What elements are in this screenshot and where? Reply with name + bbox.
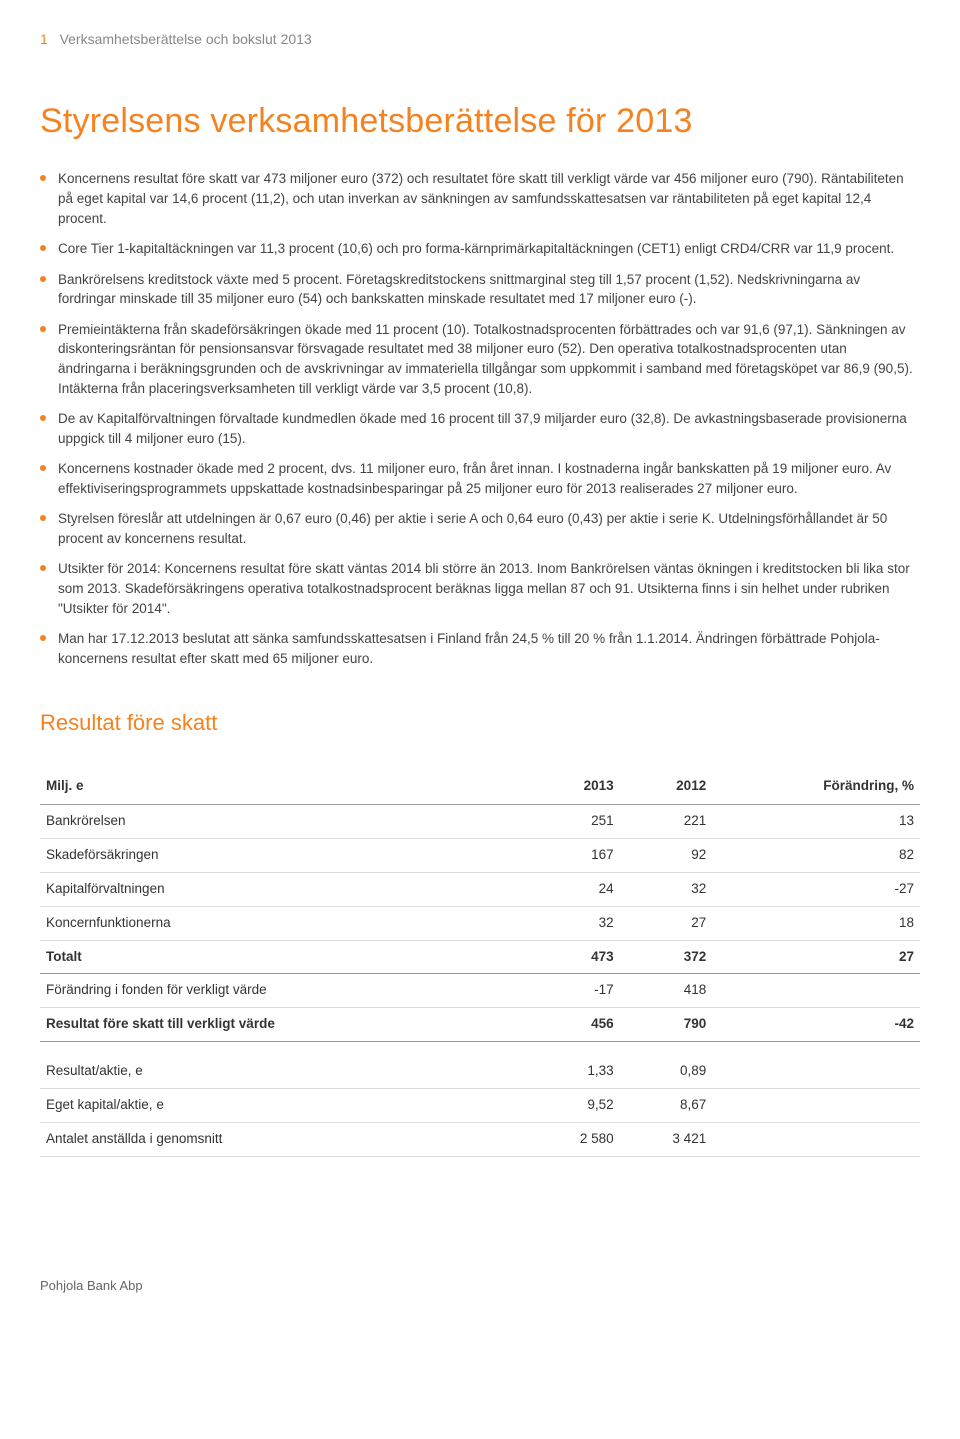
table-cell: 251 [527,804,620,838]
col-change: Förändring, % [712,769,920,804]
table-cell: Förändring i fonden för verkligt värde [40,974,527,1008]
table-cell: 27 [712,940,920,974]
table-cell: Koncernfunktionerna [40,906,527,940]
bullet-item: Styrelsen föreslår att utdelningen är 0,… [40,509,920,548]
footer-text: Pohjola Bank Abp [40,1277,920,1295]
page-number: 1 [40,30,48,50]
table-cell: 3 421 [620,1123,713,1157]
table-cell [712,1042,920,1089]
col-label: Milj. e [40,769,527,804]
col-2013: 2013 [527,769,620,804]
table-cell: 790 [620,1008,713,1042]
table-cell [712,1089,920,1123]
table-cell: 24 [527,872,620,906]
table-cell: 221 [620,804,713,838]
table-cell: 1,33 [527,1042,620,1089]
bullet-item: De av Kapitalförvaltningen förvaltade ku… [40,409,920,448]
table-cell: Eget kapital/aktie, e [40,1089,527,1123]
table-cell: Totalt [40,940,527,974]
results-table: Milj. e 2013 2012 Förändring, % Bankröre… [40,769,920,1157]
table-row: Resultat före skatt till verkligt värde4… [40,1008,920,1042]
table-row: Kapitalförvaltningen2432-27 [40,872,920,906]
main-title: Styrelsens verksamhetsberättelse för 201… [40,98,920,146]
table-cell: 372 [620,940,713,974]
table-row: Koncernfunktionerna322718 [40,906,920,940]
table-cell: 32 [620,872,713,906]
bullet-list: Koncernens resultat före skatt var 473 m… [40,169,920,668]
table-cell: 8,67 [620,1089,713,1123]
page-header: 1 Verksamhetsberättelse och bokslut 2013 [40,30,920,50]
table-cell: 27 [620,906,713,940]
bullet-item: Utsikter för 2014: Koncernens resultat f… [40,559,920,618]
bullet-item: Core Tier 1-kapitaltäckningen var 11,3 p… [40,239,920,259]
table-cell: 18 [712,906,920,940]
table-cell: Antalet anställda i genomsnitt [40,1123,527,1157]
table-cell: 82 [712,838,920,872]
table-cell: Resultat/aktie, e [40,1042,527,1089]
bullet-item: Man har 17.12.2013 beslutat att sänka sa… [40,629,920,668]
table-cell: 418 [620,974,713,1008]
table-cell: -27 [712,872,920,906]
table-cell: 167 [527,838,620,872]
table-row: Bankrörelsen25122113 [40,804,920,838]
table-cell: -42 [712,1008,920,1042]
bullet-item: Koncernens kostnader ökade med 2 procent… [40,459,920,498]
header-label: Verksamhetsberättelse och bokslut 2013 [60,30,312,50]
table-cell [712,1123,920,1157]
bullet-item: Bankrörelsens kreditstock växte med 5 pr… [40,270,920,309]
table-cell: 13 [712,804,920,838]
table-cell: Bankrörelsen [40,804,527,838]
table-cell: 473 [527,940,620,974]
table-cell: Kapitalförvaltningen [40,872,527,906]
table-cell: 9,52 [527,1089,620,1123]
table-cell: 0,89 [620,1042,713,1089]
bullet-item: Premieintäkterna från skadeförsäkringen … [40,320,920,398]
table-row: Totalt47337227 [40,940,920,974]
table-row: Antalet anställda i genomsnitt2 5803 421 [40,1123,920,1157]
table-row: Skadeförsäkringen1679282 [40,838,920,872]
table-row: Förändring i fonden för verkligt värde-1… [40,974,920,1008]
table-cell: 456 [527,1008,620,1042]
table-cell: Skadeförsäkringen [40,838,527,872]
table-header-row: Milj. e 2013 2012 Förändring, % [40,769,920,804]
table-cell: 32 [527,906,620,940]
table-cell [712,974,920,1008]
table-cell: 92 [620,838,713,872]
table-cell: Resultat före skatt till verkligt värde [40,1008,527,1042]
bullet-item: Koncernens resultat före skatt var 473 m… [40,169,920,228]
table-cell: -17 [527,974,620,1008]
table-cell: 2 580 [527,1123,620,1157]
col-2012: 2012 [620,769,713,804]
table-row: Resultat/aktie, e1,330,89 [40,1042,920,1089]
table-row: Eget kapital/aktie, e9,528,67 [40,1089,920,1123]
table-section-title: Resultat före skatt [40,708,920,739]
